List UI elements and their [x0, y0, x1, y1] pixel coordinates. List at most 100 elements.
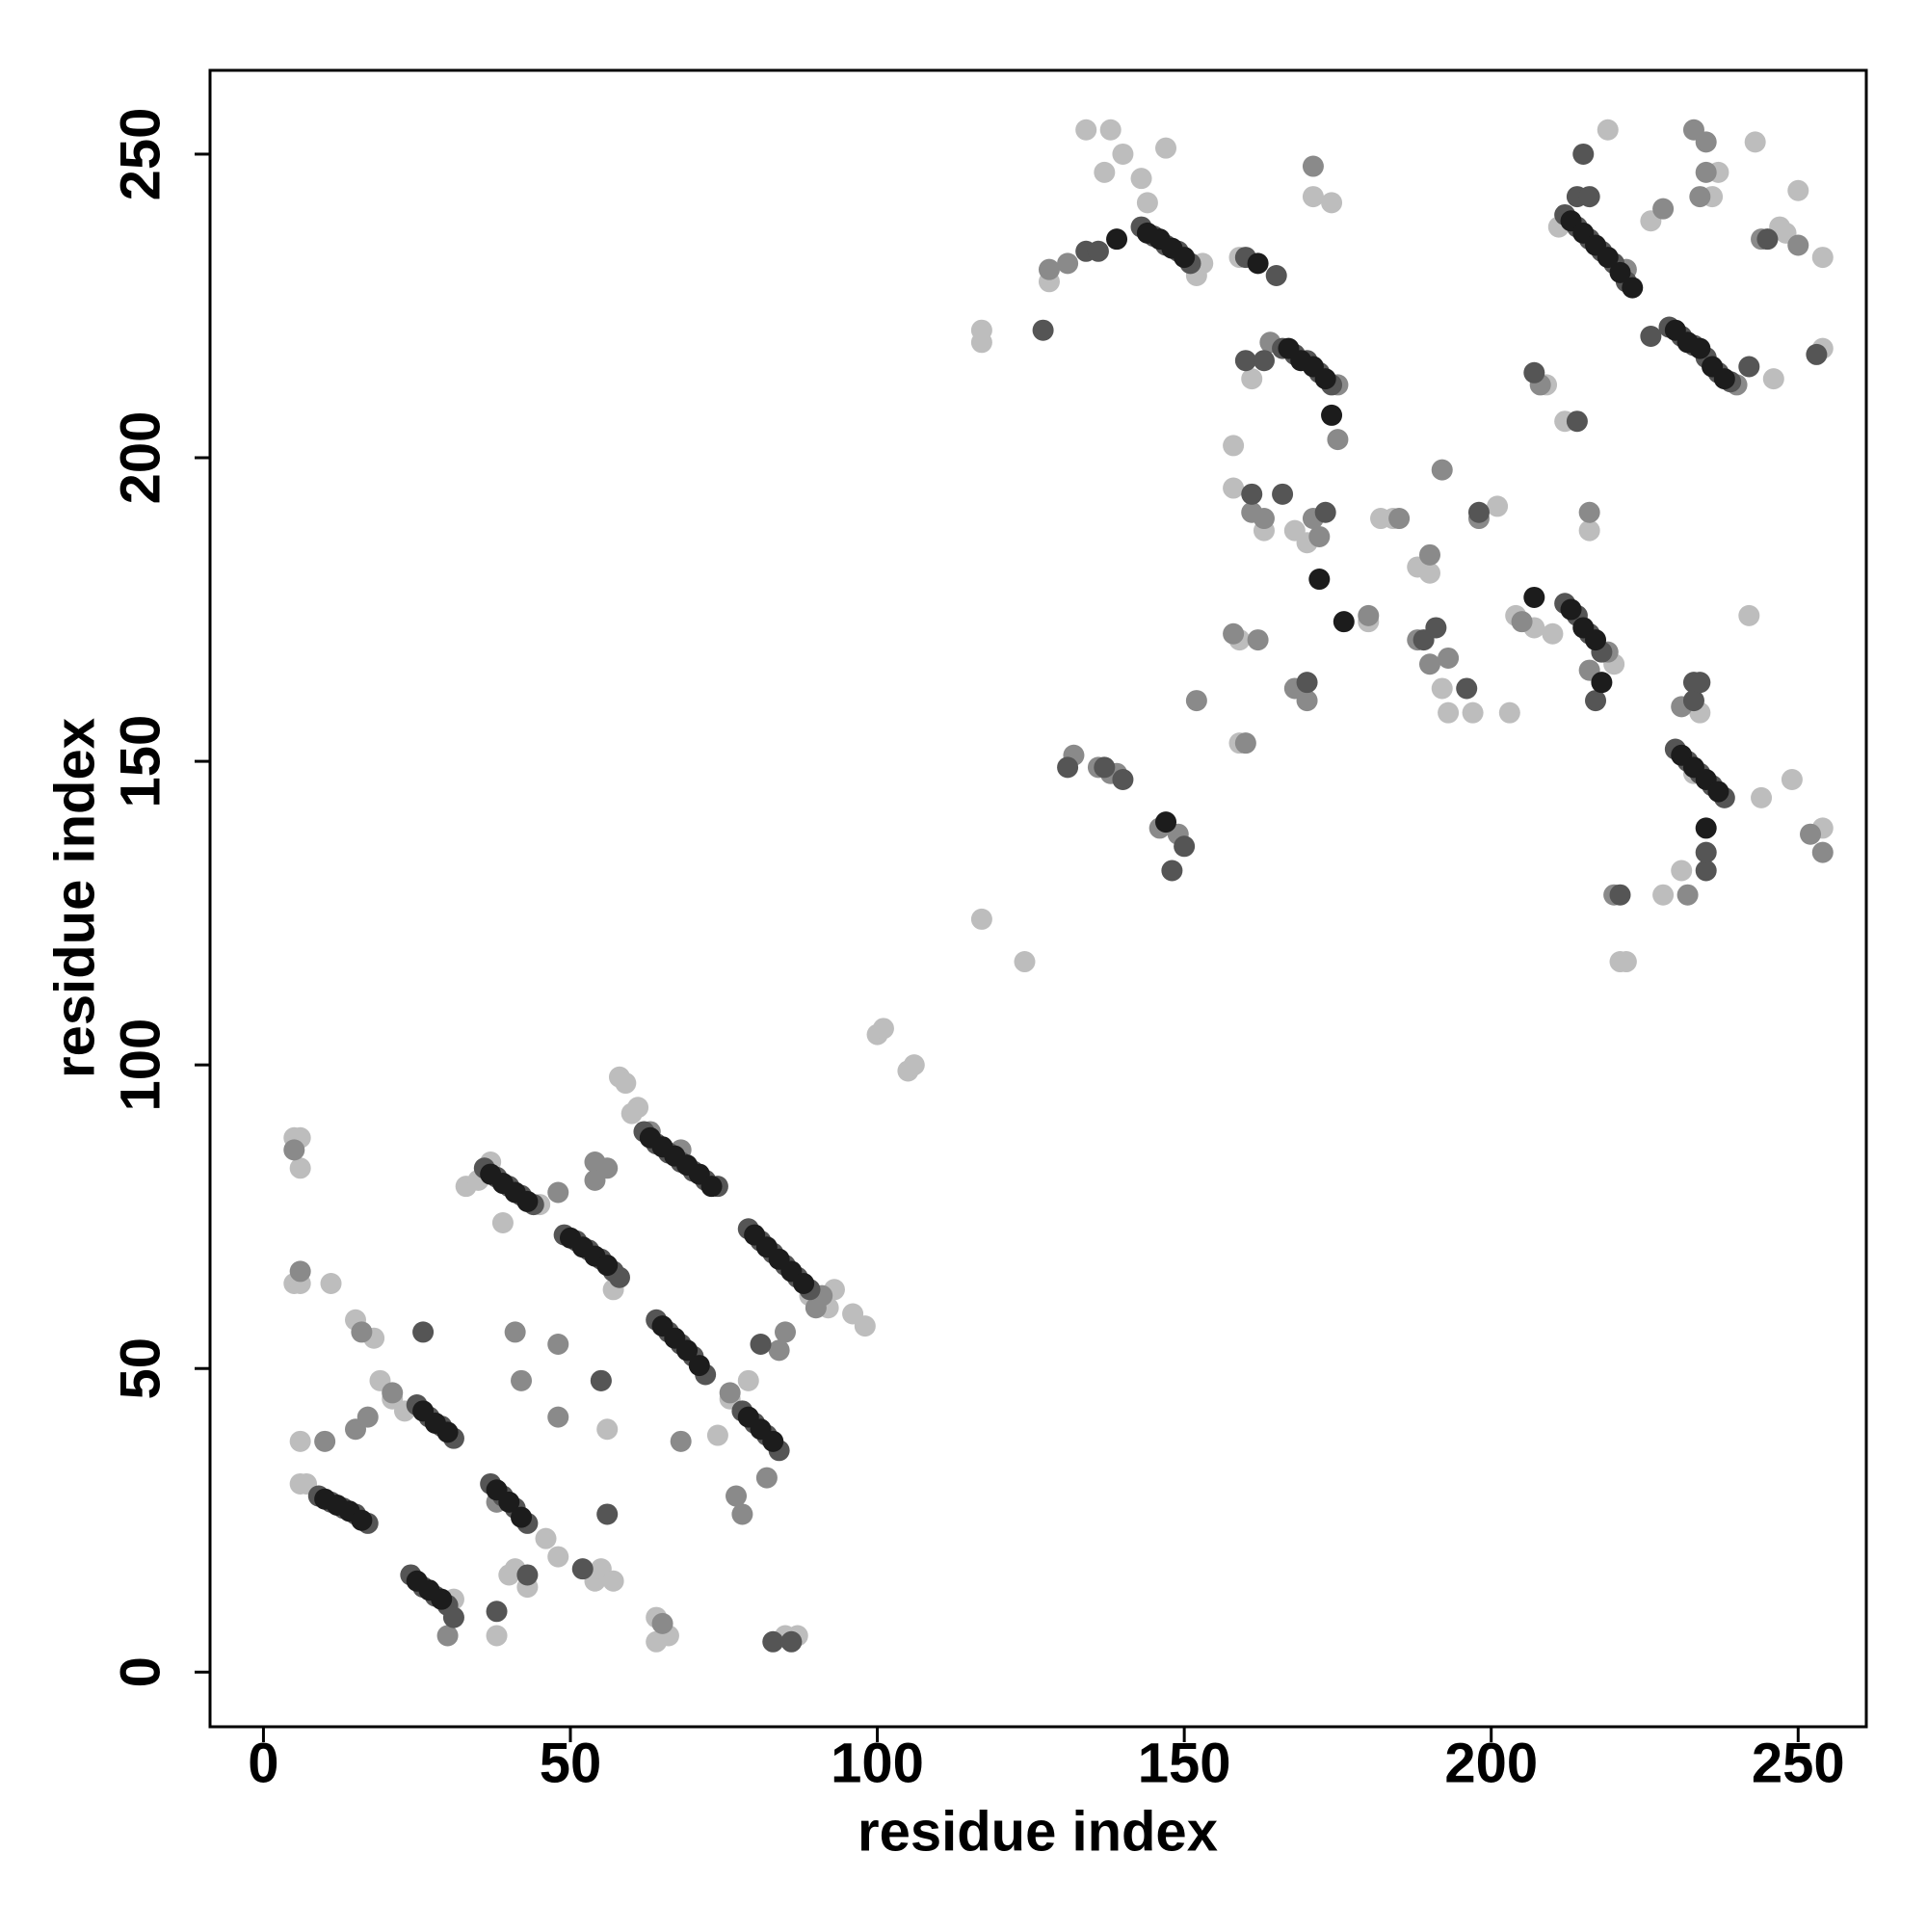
- point: [1161, 860, 1183, 882]
- point: [1578, 501, 1600, 523]
- point: [780, 1630, 803, 1653]
- point: [431, 1588, 453, 1610]
- point: [1811, 841, 1834, 863]
- point: [1234, 732, 1256, 754]
- point: [320, 1273, 342, 1295]
- point: [793, 1273, 815, 1295]
- y-tick-label: 200: [109, 411, 172, 505]
- point: [1585, 690, 1607, 712]
- point: [1234, 350, 1256, 372]
- point: [1106, 228, 1128, 251]
- point: [412, 1321, 435, 1343]
- point: [1652, 198, 1675, 220]
- point: [970, 908, 992, 930]
- point: [1296, 690, 1318, 712]
- x-axis-title: residue index: [858, 1800, 1218, 1863]
- x-tick-label: 150: [1138, 1732, 1231, 1794]
- point: [547, 1406, 569, 1428]
- point: [1130, 168, 1152, 190]
- point: [1265, 264, 1287, 286]
- x-tick-label: 50: [540, 1732, 602, 1794]
- y-tick-label: 150: [109, 715, 172, 808]
- point: [351, 1509, 373, 1531]
- point: [1615, 951, 1637, 973]
- point: [289, 1157, 311, 1179]
- point: [1425, 617, 1447, 639]
- point: [1572, 143, 1595, 165]
- point: [602, 1570, 624, 1592]
- point: [1609, 884, 1631, 906]
- point: [1308, 569, 1331, 591]
- point: [1296, 672, 1318, 694]
- x-tick-label: 0: [248, 1732, 278, 1794]
- point: [726, 1485, 748, 1507]
- point: [1762, 368, 1784, 390]
- point: [1358, 604, 1380, 626]
- point: [750, 1334, 772, 1356]
- point: [1155, 811, 1177, 834]
- point: [700, 1176, 723, 1198]
- point: [1438, 647, 1460, 669]
- point: [547, 1546, 569, 1568]
- point: [1438, 701, 1460, 724]
- point: [1640, 325, 1662, 347]
- x-tick-label: 200: [1444, 1732, 1538, 1794]
- point: [547, 1181, 569, 1204]
- point: [1174, 835, 1196, 858]
- point: [1014, 951, 1036, 973]
- point: [627, 1097, 649, 1119]
- point: [1578, 519, 1600, 542]
- point: [486, 1601, 508, 1623]
- point: [1314, 368, 1336, 390]
- y-tick-label: 0: [109, 1656, 172, 1687]
- point: [615, 1072, 637, 1095]
- point: [1136, 192, 1158, 214]
- point: [1800, 823, 1822, 845]
- point: [1057, 756, 1079, 779]
- point: [970, 331, 992, 354]
- point: [1057, 252, 1079, 275]
- point: [1671, 860, 1693, 882]
- point: [1467, 501, 1490, 523]
- point: [768, 1339, 790, 1362]
- x-tick-label: 100: [831, 1732, 924, 1794]
- point: [504, 1321, 526, 1343]
- point: [1223, 435, 1245, 457]
- plot-frame: [208, 68, 1868, 1729]
- point: [1578, 186, 1600, 208]
- point: [1418, 562, 1440, 584]
- point: [1094, 161, 1116, 183]
- point: [1585, 629, 1607, 651]
- point: [1388, 508, 1411, 530]
- point: [1787, 179, 1809, 201]
- point: [1738, 604, 1760, 626]
- point: [351, 1321, 373, 1343]
- point: [1099, 119, 1122, 141]
- point: [571, 1558, 594, 1580]
- point: [1695, 841, 1717, 863]
- point: [547, 1334, 569, 1356]
- point: [289, 1260, 311, 1283]
- point: [1327, 429, 1349, 451]
- point: [511, 1506, 533, 1528]
- point: [1756, 228, 1779, 251]
- point: [1695, 817, 1717, 839]
- points: [283, 119, 1834, 1653]
- point: [1738, 356, 1760, 378]
- point: [903, 1054, 925, 1076]
- point: [511, 1369, 533, 1391]
- point: [1431, 677, 1453, 700]
- point: [719, 1382, 741, 1404]
- point: [1321, 404, 1343, 426]
- point: [596, 1255, 619, 1277]
- point: [1247, 252, 1269, 275]
- point: [1038, 258, 1060, 280]
- point: [1713, 368, 1735, 390]
- point: [498, 1491, 520, 1513]
- point: [651, 1612, 673, 1634]
- point: [596, 1503, 619, 1525]
- point: [1695, 860, 1717, 882]
- point: [1591, 672, 1613, 694]
